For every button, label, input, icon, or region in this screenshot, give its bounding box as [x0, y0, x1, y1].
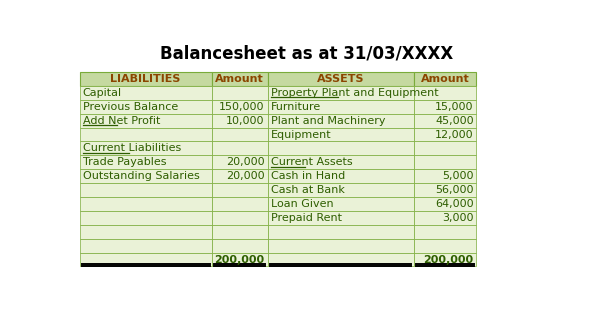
Bar: [414, 72, 476, 86]
Text: Trade Payables: Trade Payables: [83, 157, 167, 167]
Text: 3,000: 3,000: [442, 213, 474, 223]
Bar: [212, 239, 268, 253]
Text: Outstanding Salaries: Outstanding Salaries: [83, 171, 199, 181]
Bar: [414, 156, 476, 169]
Text: Balancesheet as at 31/03/XXXX: Balancesheet as at 31/03/XXXX: [161, 44, 453, 63]
Text: 15,000: 15,000: [435, 102, 474, 112]
Bar: [80, 169, 212, 183]
Text: ASSETS: ASSETS: [317, 74, 364, 84]
Text: Equipment: Equipment: [271, 130, 331, 140]
Bar: [414, 86, 476, 100]
Bar: [80, 100, 212, 114]
Text: 5,000: 5,000: [442, 171, 474, 181]
Bar: [414, 169, 476, 183]
Bar: [212, 128, 268, 142]
Bar: [212, 156, 268, 169]
Bar: [268, 183, 414, 197]
Bar: [80, 211, 212, 225]
Bar: [80, 183, 212, 197]
Bar: [212, 253, 268, 267]
Bar: [212, 211, 268, 225]
Text: 200,000: 200,000: [214, 254, 265, 265]
Text: 64,000: 64,000: [435, 199, 474, 209]
Text: 20,000: 20,000: [226, 171, 265, 181]
Bar: [80, 114, 212, 128]
Bar: [80, 239, 212, 253]
Bar: [414, 197, 476, 211]
Text: Cash in Hand: Cash in Hand: [271, 171, 345, 181]
Bar: [414, 114, 476, 128]
Bar: [414, 211, 476, 225]
Bar: [212, 169, 268, 183]
Text: Prepaid Rent: Prepaid Rent: [271, 213, 342, 223]
Bar: [80, 142, 212, 156]
Text: 20,000: 20,000: [226, 157, 265, 167]
Bar: [80, 86, 212, 100]
Bar: [80, 197, 212, 211]
Text: 150,000: 150,000: [219, 102, 265, 112]
Text: Plant and Machinery: Plant and Machinery: [271, 116, 385, 126]
Bar: [414, 239, 476, 253]
Text: 12,000: 12,000: [435, 130, 474, 140]
Bar: [268, 156, 414, 169]
Bar: [268, 100, 414, 114]
Text: 200,000: 200,000: [423, 254, 474, 265]
Bar: [268, 114, 414, 128]
Bar: [212, 114, 268, 128]
Text: Current Liabilities: Current Liabilities: [83, 143, 181, 153]
Bar: [268, 142, 414, 156]
Bar: [414, 128, 476, 142]
Bar: [80, 225, 212, 239]
Bar: [212, 183, 268, 197]
Bar: [212, 197, 268, 211]
Bar: [212, 225, 268, 239]
Text: LIABILITIES: LIABILITIES: [110, 74, 181, 84]
Text: Capital: Capital: [83, 88, 122, 98]
Bar: [80, 253, 212, 267]
Text: Loan Given: Loan Given: [271, 199, 334, 209]
Bar: [414, 225, 476, 239]
Text: Current Assets: Current Assets: [271, 157, 352, 167]
Text: Amount: Amount: [420, 74, 470, 84]
Text: 10,000: 10,000: [226, 116, 265, 126]
Bar: [414, 253, 476, 267]
Bar: [268, 253, 414, 267]
Text: Amount: Amount: [215, 74, 264, 84]
Bar: [268, 72, 414, 86]
Bar: [268, 86, 414, 100]
Bar: [80, 72, 212, 86]
Bar: [268, 197, 414, 211]
Bar: [414, 183, 476, 197]
Text: Add Net Profit: Add Net Profit: [83, 116, 160, 126]
Bar: [268, 239, 414, 253]
Text: Previous Balance: Previous Balance: [83, 102, 178, 112]
Bar: [414, 100, 476, 114]
Bar: [212, 72, 268, 86]
Text: Cash at Bank: Cash at Bank: [271, 185, 344, 195]
Bar: [80, 156, 212, 169]
Text: Furniture: Furniture: [271, 102, 321, 112]
Bar: [268, 169, 414, 183]
Bar: [212, 142, 268, 156]
Bar: [268, 211, 414, 225]
Bar: [414, 142, 476, 156]
Bar: [212, 100, 268, 114]
Bar: [268, 225, 414, 239]
Text: 45,000: 45,000: [435, 116, 474, 126]
Text: Property Plant and Equipment: Property Plant and Equipment: [271, 88, 438, 98]
Text: 56,000: 56,000: [435, 185, 474, 195]
Bar: [80, 128, 212, 142]
Bar: [212, 86, 268, 100]
Bar: [268, 128, 414, 142]
